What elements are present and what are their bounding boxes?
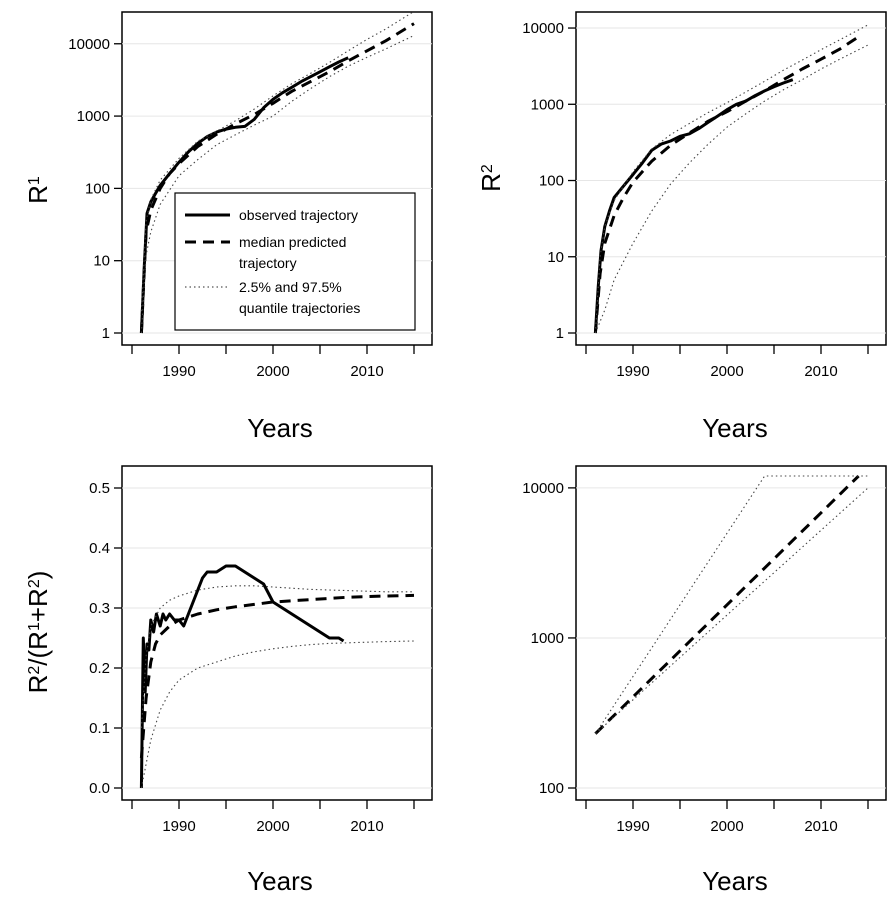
grid-lines: [576, 27, 886, 334]
panel-bottom-left-ratio: 1990 2000 2010 0.0 0.1 0.2 0.3 0.4 0.5 Years R2/…: [23, 465, 433, 896]
x-axis-title: Years: [247, 413, 313, 443]
legend-label-quantile: 2.5% and 97.5%: [239, 279, 342, 295]
x-tick-label: 1990: [162, 363, 195, 380]
y-tick-label: 100: [539, 780, 564, 797]
legend-label-median: median predicted: [239, 234, 346, 250]
y-tick-label: 0.0: [89, 780, 110, 797]
legend-label-median-cont: trajectory: [239, 255, 297, 271]
axes-group: 1990 2000 2010 0.0 0.1 0.2 0.3 0.4 0.5: [89, 480, 415, 835]
x-tick-label: 2010: [804, 818, 837, 835]
y-tick-label: 1000: [531, 630, 564, 647]
series-group: [594, 474, 869, 735]
y-tick-label: 10: [547, 249, 564, 266]
panel-top-right-r2: 1990 2000 2010 1 10 100 1000 10000 Years R2: [476, 11, 887, 443]
x-tick-label: 2000: [710, 818, 743, 835]
series-group: [593, 24, 869, 334]
series-dotted-2: [595, 487, 869, 735]
y-tick-label: 10000: [68, 36, 110, 53]
y-axis-title: R1: [23, 176, 53, 204]
series-group: [139, 564, 415, 789]
series-dotted-2: [140, 640, 415, 789]
y-tick-label: 100: [85, 180, 110, 197]
y-tick-label: 10: [93, 253, 110, 270]
panel-bottom-right: 1990 2000 2010 100 1000 10000 Years: [522, 465, 887, 896]
x-tick-label: 2010: [804, 363, 837, 380]
x-axis-title: Years: [702, 866, 768, 896]
y-tick-label: 0.4: [89, 540, 110, 557]
plot-frame: [121, 465, 433, 801]
series-solid-0: [593, 78, 794, 334]
series-dashed-1: [139, 22, 415, 334]
x-tick-label: 2010: [350, 363, 383, 380]
plot-frame: [121, 11, 433, 346]
x-tick-label: 1990: [616, 818, 649, 835]
y-tick-label: 10000: [522, 480, 564, 497]
axes-group: 1990 2000 2010 1 10 100 1000 10000: [522, 20, 869, 380]
plot-frame: [575, 11, 887, 346]
x-tick-label: 2000: [256, 818, 289, 835]
x-tick-label: 2000: [256, 363, 289, 380]
legend-label-quantile-cont: quantile trajectories: [239, 300, 360, 316]
y-tick-label: 1000: [531, 96, 564, 113]
y-tick-label: 1: [556, 325, 564, 342]
y-tick-label: 0.2: [89, 660, 110, 677]
x-tick-label: 2000: [710, 363, 743, 380]
axes-group: 1990 2000 2010 1 10 100 1000 10000: [68, 36, 415, 380]
series-dashed-1: [139, 593, 415, 759]
y-tick-label: 10000: [522, 20, 564, 37]
legend-label-observed: observed trajectory: [239, 207, 358, 223]
y-tick-label: 0.1: [89, 720, 110, 737]
series-dashed-0: [594, 474, 860, 735]
x-axis-title: Years: [702, 413, 768, 443]
grid-lines: [122, 487, 432, 789]
x-axis-title: Years: [247, 866, 313, 896]
y-axis-title: R2/(R1+R2): [23, 571, 53, 694]
y-tick-label: 1: [102, 325, 110, 342]
x-tick-label: 1990: [162, 818, 195, 835]
y-axis-title: R2: [476, 164, 506, 192]
axes-group: 1990 2000 2010 100 1000 10000: [522, 480, 869, 835]
series-solid-0: [139, 564, 345, 789]
series-dashed-1: [593, 35, 860, 334]
grid-lines: [576, 487, 886, 789]
legend: observed trajectory median predicted tra…: [174, 192, 416, 331]
x-tick-label: 1990: [616, 363, 649, 380]
y-tick-label: 0.5: [89, 480, 110, 497]
y-tick-label: 100: [539, 173, 564, 190]
panel-top-left-r1: 1990 2000 2010 1 10 100 1000 10000 Years R1 obs…: [23, 11, 433, 443]
series-dotted-3: [594, 24, 869, 334]
y-tick-label: 1000: [77, 108, 110, 125]
series-dotted-3: [140, 585, 414, 729]
series-dotted-3: [140, 12, 415, 312]
series-group: [139, 12, 415, 334]
x-tick-label: 2010: [350, 818, 383, 835]
series-dotted-2: [140, 35, 415, 334]
plot-frame: [575, 465, 887, 801]
series-dotted-2: [594, 44, 869, 334]
y-tick-label: 0.3: [89, 600, 110, 617]
